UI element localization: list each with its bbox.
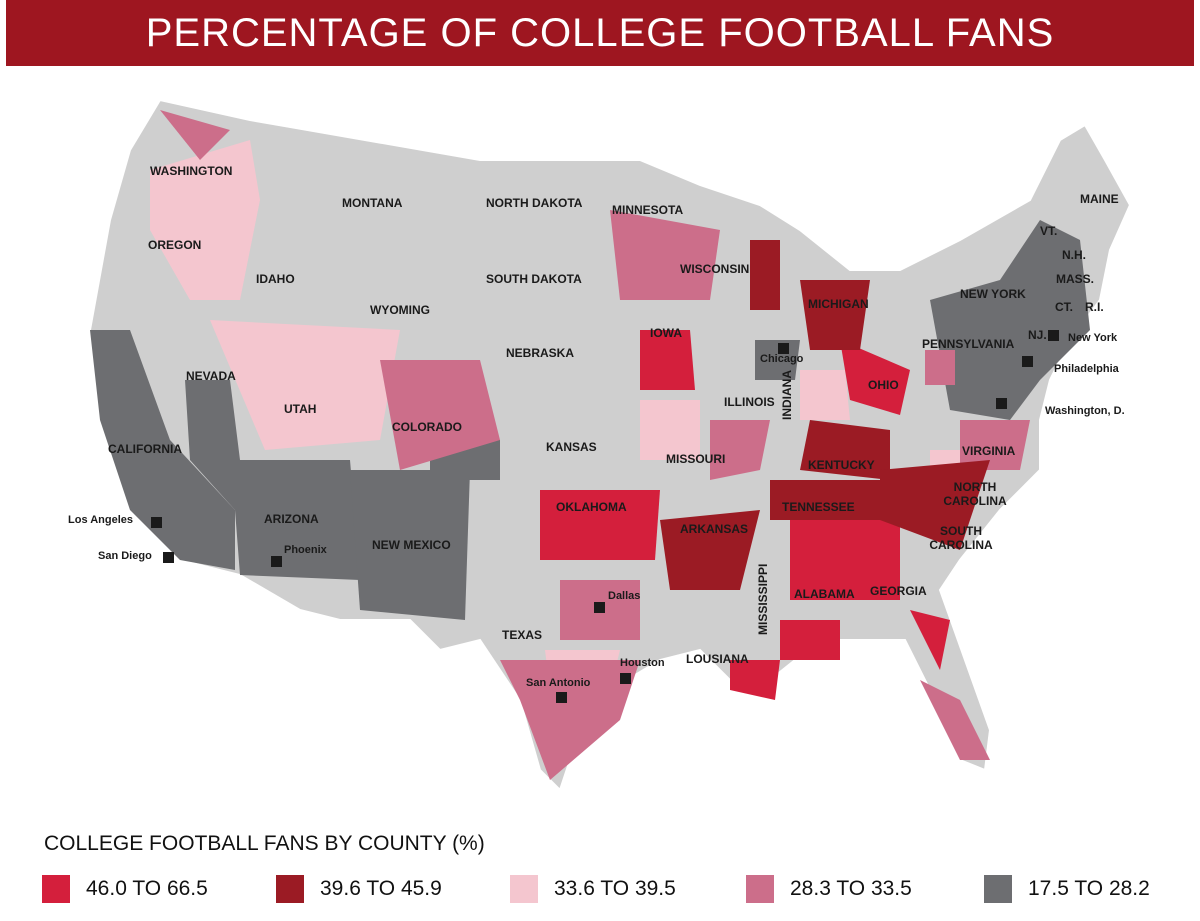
region-mauve xyxy=(160,110,1030,780)
state-label: SOUTH DAKOTA xyxy=(486,272,582,286)
state-label: MINNESOTA xyxy=(612,203,684,217)
legend-label: 28.3 TO 33.5 xyxy=(790,877,912,900)
city-marker xyxy=(151,517,162,528)
state-label: TENNESSEE xyxy=(782,500,855,514)
page-title: PERCENTAGE OF COLLEGE FOOTBALL FANS xyxy=(6,0,1194,66)
state-label: KANSAS xyxy=(546,440,597,454)
region-dark-red xyxy=(660,240,990,590)
region-red xyxy=(540,330,950,700)
state-label: OHIO xyxy=(868,378,899,392)
state-label: ARIZONA xyxy=(264,512,319,526)
state-label: OKLAHOMA xyxy=(556,500,627,514)
state-label: LOUSIANA xyxy=(686,652,749,666)
state-label: NEW YORK xyxy=(960,287,1026,301)
state-label: MAINE xyxy=(1080,192,1119,206)
state-label: IOWA xyxy=(650,326,682,340)
state-label: WYOMING xyxy=(370,303,430,317)
city-marker xyxy=(778,343,789,354)
state-label: KENTUCKY xyxy=(808,458,875,472)
state-label: IDAHO xyxy=(256,272,295,286)
legend-swatch xyxy=(510,875,538,903)
city-marker xyxy=(271,556,282,567)
state-label: NJ. xyxy=(1028,328,1047,342)
state-label: OREGON xyxy=(148,238,202,252)
city-marker xyxy=(594,602,605,613)
state-label: WISCONSIN xyxy=(680,262,750,276)
state-label: R.I. xyxy=(1085,300,1104,314)
state-label: NEW MEXICO xyxy=(372,538,451,552)
city-marker xyxy=(996,398,1007,409)
us-outline xyxy=(88,98,1132,792)
city-label: Houston xyxy=(620,657,665,669)
legend-item: 33.6 TO 39.5 xyxy=(510,875,676,903)
city-marker xyxy=(1048,330,1059,341)
city-label: San Diego xyxy=(98,550,152,562)
legend-swatch xyxy=(276,875,304,903)
state-label: NORTH DAKOTA xyxy=(486,196,583,210)
state-label: SOUTH CAROLINA xyxy=(929,524,993,552)
state-label: ARKANSAS xyxy=(680,522,749,536)
city-marker xyxy=(163,552,174,563)
legend-item: 28.3 TO 33.5 xyxy=(746,875,912,903)
us-county-map xyxy=(88,98,1132,792)
state-label: GEORGIA xyxy=(870,584,927,598)
state-label: COLORADO xyxy=(392,420,462,434)
legend-swatch xyxy=(984,875,1012,903)
state-label: INDIANA xyxy=(780,370,794,420)
legend-swatch xyxy=(746,875,774,903)
legend-item: 17.5 TO 28.2 xyxy=(984,875,1150,903)
legend-label: 39.6 TO 45.9 xyxy=(320,877,442,900)
city-label: Dallas xyxy=(608,590,641,602)
city-label: New York xyxy=(1068,332,1118,344)
state-label: UTAH xyxy=(284,402,317,416)
state-label: MASS. xyxy=(1056,272,1095,286)
legend-label: 33.6 TO 39.5 xyxy=(554,877,676,900)
state-label: N.H. xyxy=(1062,248,1086,262)
city-label: Philadelphia xyxy=(1054,363,1119,375)
state-label: WASHINGTON xyxy=(150,164,233,178)
state-label: ALABAMA xyxy=(794,587,855,601)
legend-swatch xyxy=(42,875,70,903)
state-label: TEXAS xyxy=(502,628,543,642)
state-label: NORTH CAROLINA xyxy=(943,480,1007,508)
city-label: Phoenix xyxy=(284,544,327,556)
city-label: Chicago xyxy=(760,353,804,365)
legend-item: 46.0 TO 66.5 xyxy=(42,875,208,903)
city-label: San Antonio xyxy=(526,677,591,689)
state-label: MISSOURI xyxy=(666,452,726,466)
state-label: VIRGINIA xyxy=(962,444,1016,458)
city-marker xyxy=(1022,356,1033,367)
state-label: MICHIGAN xyxy=(808,297,869,311)
state-label: MISSISSIPPI xyxy=(756,563,770,635)
state-label: NEBRASKA xyxy=(506,346,575,360)
city-label: Washington, D. xyxy=(1045,405,1125,417)
state-label: NEVADA xyxy=(186,369,236,383)
region-gray xyxy=(90,220,1090,620)
state-label: CALIFORNIA xyxy=(108,442,182,456)
legend-item: 39.6 TO 45.9 xyxy=(276,875,442,903)
legend-title: COLLEGE FOOTBALL FANS BY COUNTY (%) xyxy=(44,832,485,855)
state-label: MONTANA xyxy=(342,196,403,210)
state-label: CT. xyxy=(1055,300,1073,314)
state-label: PENNSYLVANIA xyxy=(922,337,1015,351)
city-label: Los Angeles xyxy=(68,514,133,526)
city-marker xyxy=(556,692,567,703)
city-marker xyxy=(620,673,631,684)
legend-label: 46.0 TO 66.5 xyxy=(86,877,208,900)
state-label: VT. xyxy=(1040,224,1058,238)
state-label: ILLINOIS xyxy=(724,395,775,409)
legend-label: 17.5 TO 28.2 xyxy=(1028,877,1150,900)
